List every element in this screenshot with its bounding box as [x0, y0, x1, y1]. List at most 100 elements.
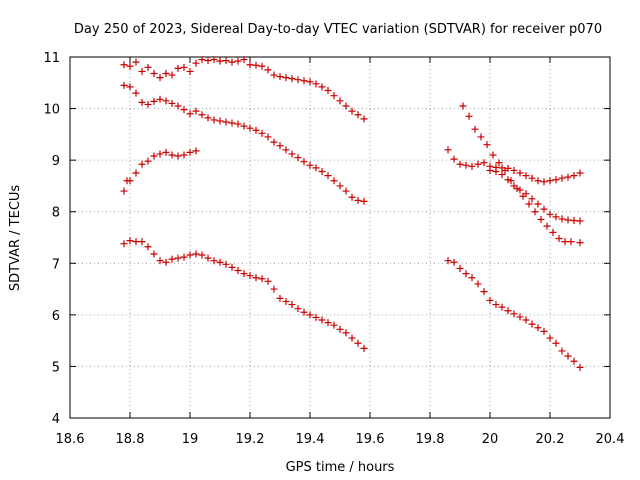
data-point: [210, 116, 218, 124]
data-point: [330, 177, 338, 185]
data-point: [507, 177, 515, 185]
data-point: [489, 151, 497, 159]
data-point: [252, 61, 260, 69]
data-point: [312, 313, 320, 321]
data-point: [288, 150, 296, 158]
data-point: [222, 260, 230, 268]
x-axis-ticks: 18.6 18.8 19 19.2 19.4 19.6 19.8 20 20.2 20.4: [56, 57, 625, 447]
data-point: [522, 190, 530, 198]
x-tick-label: 20.4: [596, 432, 625, 447]
data-point: [282, 146, 290, 154]
data-point: [162, 97, 170, 105]
x-tick-label: 19: [182, 432, 199, 447]
data-point: [126, 237, 134, 245]
data-point: [567, 238, 575, 246]
data-point: [336, 97, 344, 105]
data-point: [180, 106, 188, 114]
data-points: [120, 56, 584, 371]
data-point: [516, 186, 524, 194]
data-point: [552, 176, 560, 184]
data-point: [570, 172, 578, 180]
data-point: [198, 251, 206, 259]
data-point: [480, 159, 488, 167]
data-point: [462, 161, 470, 169]
data-point: [324, 87, 332, 95]
data-point: [480, 288, 488, 296]
data-point: [192, 250, 200, 258]
data-point: [477, 133, 485, 141]
data-point: [276, 294, 284, 302]
series-trace-f: [459, 102, 584, 247]
data-point: [552, 339, 560, 347]
data-point: [150, 97, 158, 105]
data-point: [324, 319, 332, 327]
data-point: [228, 58, 236, 66]
data-point: [186, 67, 194, 75]
data-point: [120, 187, 128, 195]
data-point: [192, 107, 200, 115]
data-point: [132, 58, 140, 66]
data-point: [525, 200, 533, 208]
data-point: [162, 258, 170, 266]
data-point: [156, 257, 164, 265]
data-point: [540, 178, 548, 186]
y-tick-label: 4: [52, 412, 60, 427]
data-point: [576, 239, 584, 247]
data-point: [342, 329, 350, 337]
data-point: [234, 57, 242, 65]
grid: [70, 57, 610, 418]
x-tick-label: 19.2: [236, 432, 265, 447]
data-point: [516, 169, 524, 177]
data-point: [180, 151, 188, 159]
data-point: [168, 151, 176, 159]
x-tick-label: 19.4: [296, 432, 325, 447]
data-point: [540, 205, 548, 213]
data-point: [216, 57, 224, 65]
data-point: [258, 62, 266, 70]
series-trace-h: [444, 257, 584, 371]
data-point: [540, 327, 548, 335]
chart-title: Day 250 of 2023, Sidereal Day-to-day VTE…: [74, 22, 602, 37]
y-tick-label: 5: [52, 360, 60, 375]
data-point: [120, 81, 128, 89]
data-point: [162, 148, 170, 156]
data-point: [222, 57, 230, 65]
data-point: [498, 303, 506, 311]
data-point: [174, 102, 182, 110]
x-tick-label: 18.6: [56, 432, 85, 447]
data-point: [180, 63, 188, 71]
series-trace-c: [120, 147, 200, 195]
y-tick-label: 10: [43, 103, 60, 118]
x-tick-label: 20: [482, 432, 499, 447]
data-point: [564, 352, 572, 360]
data-point: [246, 124, 254, 132]
data-point: [300, 158, 308, 166]
data-point: [570, 357, 578, 365]
data-point: [444, 257, 452, 265]
data-point: [459, 102, 467, 110]
data-point: [216, 117, 224, 125]
data-point: [576, 363, 584, 371]
data-point: [495, 159, 503, 167]
data-point: [252, 274, 260, 282]
data-point: [462, 270, 470, 278]
data-point: [258, 275, 266, 283]
data-point: [120, 61, 128, 69]
data-point: [168, 99, 176, 107]
data-point: [312, 80, 320, 88]
data-point: [354, 111, 362, 119]
data-point: [522, 172, 530, 180]
data-point: [471, 125, 479, 133]
data-point: [216, 258, 224, 266]
data-point: [354, 196, 362, 204]
data-point: [534, 324, 542, 332]
data-point: [504, 307, 512, 315]
data-point: [543, 222, 551, 230]
data-point: [336, 325, 344, 333]
data-point: [300, 308, 308, 316]
data-point: [300, 77, 308, 85]
data-point: [348, 107, 356, 115]
data-point: [546, 210, 554, 218]
data-point: [276, 73, 284, 81]
